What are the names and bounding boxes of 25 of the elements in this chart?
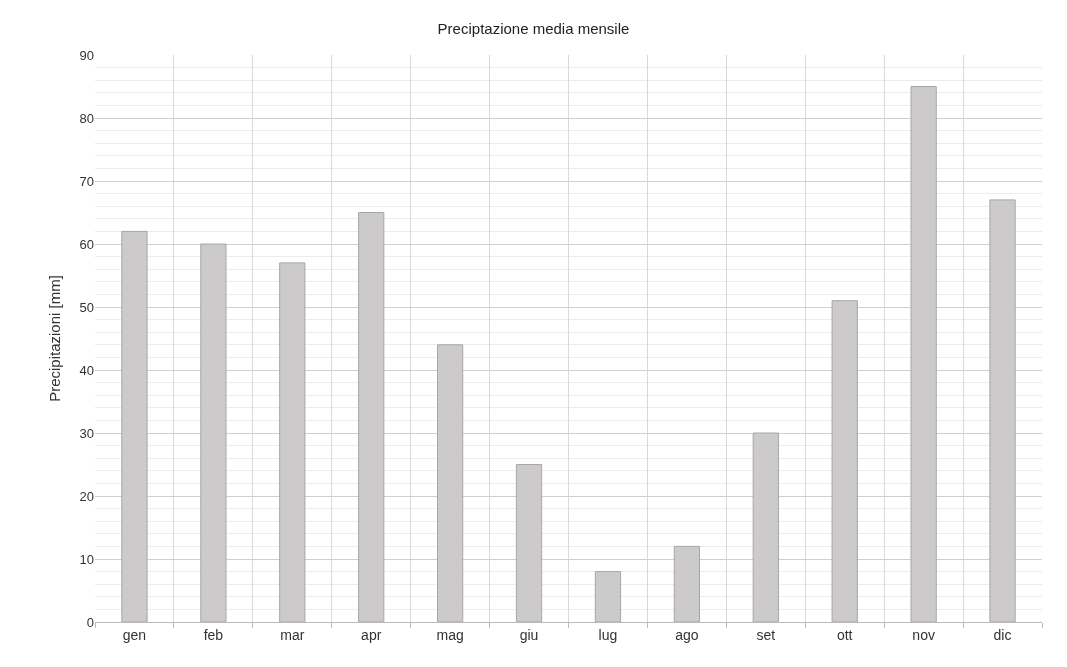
y-tick-label: 70 <box>79 173 94 189</box>
y-tick-label: 80 <box>79 110 94 126</box>
x-tick-label: ott <box>836 626 853 643</box>
x-tick-label: mag <box>436 626 464 643</box>
x-tick-label: feb <box>203 626 224 643</box>
chart-title: Preciptazione media mensile <box>437 19 630 37</box>
y-tick-label: 10 <box>79 551 94 567</box>
y-tick-label: 30 <box>79 425 94 441</box>
x-tick-label: gen <box>122 626 147 643</box>
x-tick-label: mar <box>280 626 305 643</box>
y-tick-label: 0 <box>86 614 94 630</box>
x-tick-label: giu <box>519 626 539 643</box>
x-tick-label: apr <box>361 626 382 643</box>
y-tick-label: 40 <box>79 362 94 378</box>
y-tick-label: 50 <box>79 299 94 315</box>
y-tick-label: 20 <box>79 488 94 504</box>
x-tick-label: lug <box>598 626 618 643</box>
x-tick-label: dic <box>993 626 1012 643</box>
bar <box>594 571 622 622</box>
x-tick-label: nov <box>912 626 935 643</box>
y-tick-label: 60 <box>79 236 94 252</box>
x-tick-label: ago <box>675 626 699 643</box>
y-tick-label: 90 <box>79 47 94 63</box>
x-tick-label: set <box>756 626 776 643</box>
y-axis-title: Precipitazioni [mm] <box>45 275 63 402</box>
